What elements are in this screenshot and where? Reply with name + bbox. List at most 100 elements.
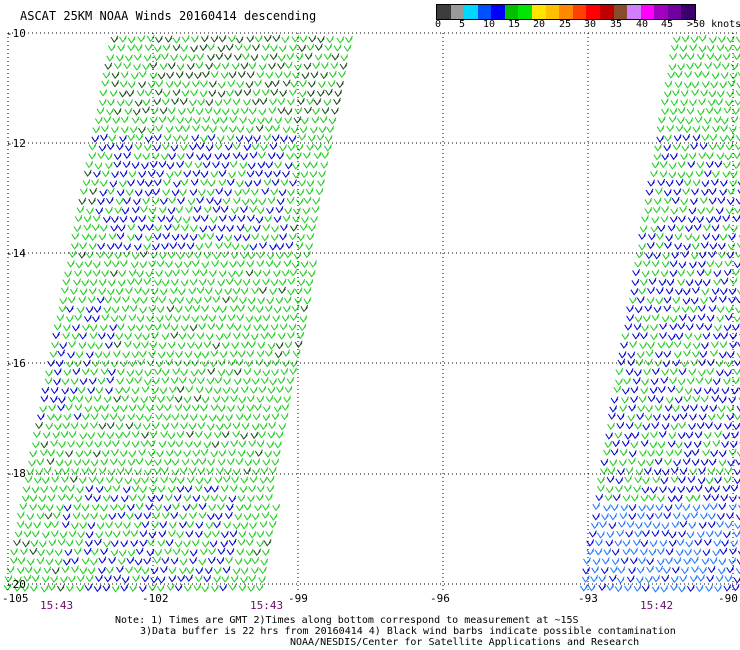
wind-barb <box>161 556 170 565</box>
wind-barb <box>319 115 328 124</box>
wind-barb <box>262 405 271 413</box>
wind-barb <box>88 467 97 475</box>
wind-barb <box>271 225 279 233</box>
wind-barb <box>706 367 715 376</box>
wind-barb <box>202 70 210 78</box>
wind-barb <box>161 142 170 151</box>
wind-barb <box>89 233 97 241</box>
wind-barb <box>68 530 77 538</box>
wind-barb <box>213 431 222 439</box>
wind-barb <box>144 369 152 377</box>
wind-barb <box>667 71 676 79</box>
wind-barb <box>685 224 693 233</box>
wind-barb <box>660 376 669 384</box>
wind-barb <box>61 377 70 386</box>
wind-barb <box>184 485 193 493</box>
wind-barb <box>274 116 283 125</box>
wind-barb <box>120 71 129 79</box>
wind-barb <box>280 223 288 232</box>
wind-barb <box>284 341 293 349</box>
wind-barb <box>191 315 199 323</box>
wind-barb <box>16 566 25 574</box>
wind-barb <box>726 512 734 520</box>
wind-barb <box>665 234 674 242</box>
wind-barb <box>327 80 336 88</box>
wind-barb <box>26 468 35 476</box>
wind-barb <box>98 556 107 564</box>
wind-barb <box>270 188 279 196</box>
wind-barb <box>258 385 267 394</box>
wind-barb <box>81 512 90 521</box>
wind-barb <box>230 206 239 215</box>
wind-barb <box>329 70 337 78</box>
wind-barb <box>237 214 246 223</box>
wind-barb <box>218 314 227 322</box>
wind-barb <box>695 584 704 593</box>
wind-barb <box>733 368 740 376</box>
wind-barb <box>269 287 278 296</box>
wind-barb <box>671 566 680 574</box>
wind-barb <box>185 251 194 259</box>
wind-barb <box>615 485 623 493</box>
wind-barb <box>101 124 109 133</box>
wind-barb <box>186 62 195 71</box>
wind-barb <box>140 439 149 447</box>
wind-barb <box>197 467 206 475</box>
wind-barb <box>174 403 183 412</box>
wind-barb <box>87 386 96 395</box>
wind-barb <box>120 126 129 134</box>
wind-barb <box>268 520 277 529</box>
wind-barb <box>227 270 236 278</box>
wind-barb <box>672 35 681 44</box>
wind-barb <box>109 503 118 511</box>
wind-barb <box>110 269 118 278</box>
wind-barb <box>674 502 683 511</box>
wind-barb <box>227 79 236 88</box>
wind-barb <box>718 502 727 511</box>
wind-barb <box>261 503 270 511</box>
wind-barb <box>194 161 203 169</box>
wind-barb <box>278 189 287 197</box>
wind-barb <box>33 430 41 438</box>
wind-barb <box>167 485 176 494</box>
wind-barb <box>267 196 276 204</box>
wind-barb <box>724 313 733 321</box>
wind-barb <box>62 324 71 332</box>
wind-barb <box>127 133 136 142</box>
wind-barb <box>218 178 227 187</box>
wind-barb <box>711 394 720 403</box>
wind-barb <box>126 503 135 512</box>
wind-barb <box>212 342 221 350</box>
wind-barb <box>592 513 601 521</box>
wind-barb <box>237 304 245 312</box>
wind-barb <box>157 539 166 547</box>
wind-barb <box>230 295 238 303</box>
wind-barb <box>304 52 313 60</box>
wind-barb <box>94 538 102 546</box>
wind-barb <box>733 207 740 214</box>
wind-barb <box>142 152 151 161</box>
wind-barb <box>191 404 200 412</box>
wind-barb <box>134 142 143 151</box>
wind-barb <box>284 116 293 124</box>
wind-barb <box>211 440 220 449</box>
wind-barb <box>220 71 229 79</box>
wind-barb <box>255 583 264 592</box>
wind-barb <box>683 81 692 89</box>
wind-barb <box>243 324 251 332</box>
wind-barb <box>145 503 154 511</box>
wind-barb <box>189 278 198 286</box>
wind-barb <box>282 170 290 178</box>
wind-barb <box>729 341 738 349</box>
wind-barb <box>55 459 64 467</box>
wind-barb <box>115 476 123 485</box>
wind-barb <box>225 43 234 51</box>
wind-barb <box>242 278 251 286</box>
wind-barb <box>183 494 192 502</box>
wind-barb <box>74 313 83 322</box>
wind-barb <box>150 251 158 259</box>
wind-barb <box>290 80 299 88</box>
wind-barb <box>123 521 131 530</box>
wind-barb <box>245 548 254 557</box>
wind-barb <box>586 548 595 556</box>
